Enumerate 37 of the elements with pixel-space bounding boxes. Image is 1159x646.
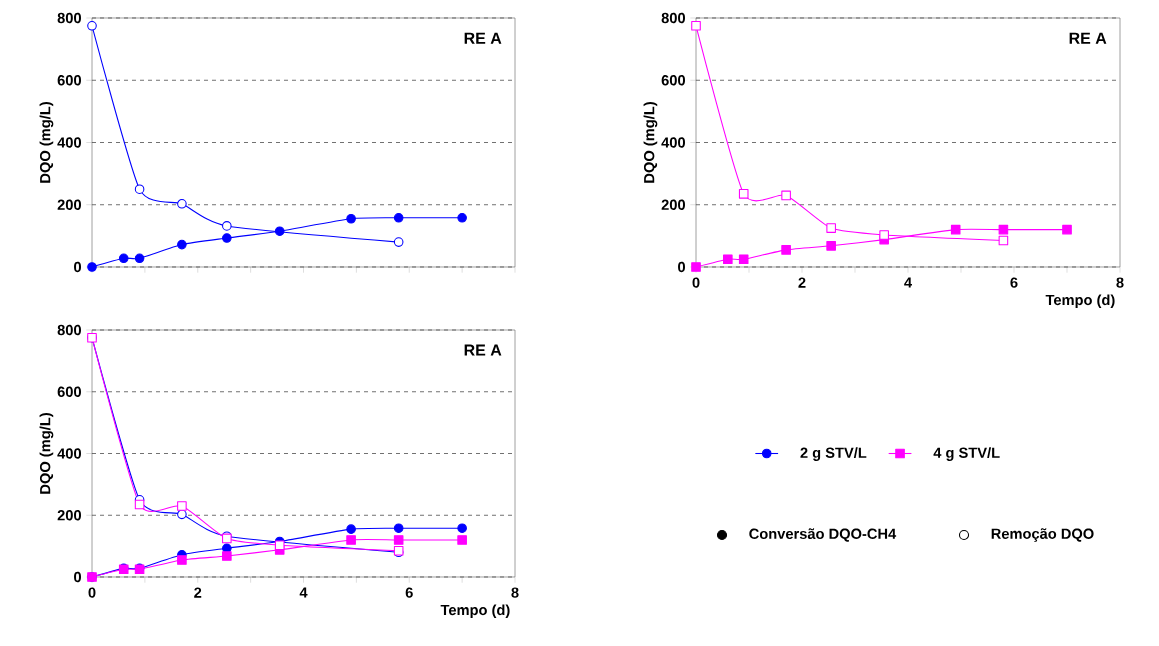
y-tick-label: 0 (74, 571, 81, 583)
x-tick-label: 0 (88, 587, 96, 598)
y-tick-label: 600 (57, 386, 81, 397)
x-axis-title: Tempo (d) (440, 604, 510, 619)
y-tick-label: 200 (661, 199, 685, 210)
y-tick-label: 400 (661, 137, 685, 148)
y-tick-label: 0 (678, 261, 685, 273)
y-tick-label: 600 (57, 75, 81, 86)
y-tick-label: 800 (57, 12, 81, 24)
y-axis-title: DQO (mg/L) (39, 102, 54, 183)
legend-label: 4 g STV/L (933, 447, 1000, 461)
x-tick-label: 6 (1010, 277, 1018, 288)
text: Remoção DQO (991, 528, 1094, 542)
y-tick-label: 200 (57, 199, 81, 210)
annotation: RE A (464, 344, 502, 356)
x-tick-label: 8 (1116, 277, 1124, 288)
x-tick-label: 4 (299, 587, 308, 598)
x-tick-label: 4 (904, 277, 912, 288)
y-tick-label: 200 (57, 510, 81, 521)
y-axis-title: DQO (mg/L) (39, 413, 54, 494)
x-tick-label: 6 (405, 587, 413, 598)
x-tick-label: 2 (798, 277, 806, 288)
legend-label: 2 g STV/L (800, 447, 867, 461)
y-tick-label: 400 (57, 137, 81, 148)
y-tick-label: 400 (57, 448, 81, 459)
annotation: RE A (1069, 32, 1107, 44)
x-axis-title: Tempo (d) (1045, 294, 1115, 309)
y-tick-label: 800 (661, 12, 685, 24)
y-tick-label: 600 (661, 75, 685, 86)
x-tick-label: 8 (511, 587, 519, 598)
x-tick-label: 2 (194, 587, 202, 598)
annotation: RE A (464, 32, 502, 44)
y-tick-label: 800 (57, 324, 81, 336)
x-tick-label: 0 (692, 277, 700, 288)
y-tick-label: 0 (74, 261, 81, 273)
y-axis-title: DQO (mg/L) (643, 102, 658, 183)
text: Conversão DQO-CH4 (749, 528, 897, 542)
